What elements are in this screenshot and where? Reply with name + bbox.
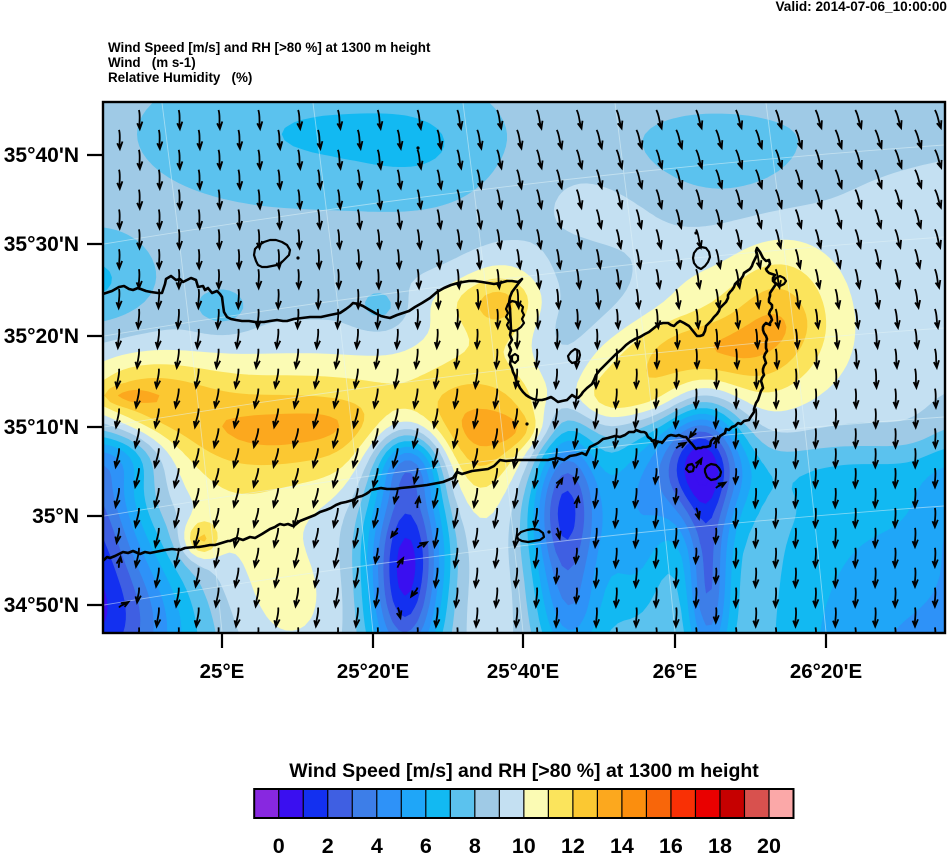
svg-text:6: 6 — [420, 834, 432, 854]
svg-text:25°E: 25°E — [200, 660, 245, 683]
svg-text:10: 10 — [512, 834, 536, 854]
svg-text:14: 14 — [610, 834, 634, 854]
svg-text:26°E: 26°E — [653, 660, 698, 683]
svg-text:8: 8 — [469, 834, 481, 854]
svg-text:Wind (m s-1): Wind (m s-1) — [108, 55, 196, 70]
svg-text:35°40'N: 35°40'N — [4, 144, 79, 167]
svg-text:12: 12 — [561, 834, 585, 854]
svg-text:Wind Speed [m/s] and RH [>80 %: Wind Speed [m/s] and RH [>80 %] at 1300 … — [108, 40, 431, 55]
svg-text:20: 20 — [757, 834, 781, 854]
svg-text:25°40'E: 25°40'E — [487, 660, 559, 683]
svg-text:2: 2 — [322, 834, 334, 854]
svg-text:Valid: 2014-07-06_10:00:00: Valid: 2014-07-06_10:00:00 — [775, 0, 947, 14]
svg-text:Wind Speed [m/s] and RH [>80 %: Wind Speed [m/s] and RH [>80 %] at 1300 … — [289, 760, 759, 782]
svg-text:26°20'E: 26°20'E — [790, 660, 862, 683]
svg-text:0: 0 — [273, 834, 285, 854]
svg-text:35°10'N: 35°10'N — [4, 416, 79, 439]
svg-text:25°20'E: 25°20'E — [337, 660, 409, 683]
svg-text:16: 16 — [659, 834, 683, 854]
svg-text:4: 4 — [371, 834, 383, 854]
svg-text:35°20'N: 35°20'N — [4, 325, 79, 348]
svg-text:18: 18 — [708, 834, 732, 854]
svg-text:35°30'N: 35°30'N — [4, 233, 79, 256]
svg-text:34°50'N: 34°50'N — [4, 594, 79, 617]
svg-text:Relative Humidity (%): Relative Humidity (%) — [108, 70, 252, 85]
svg-text:35°N: 35°N — [32, 505, 79, 528]
